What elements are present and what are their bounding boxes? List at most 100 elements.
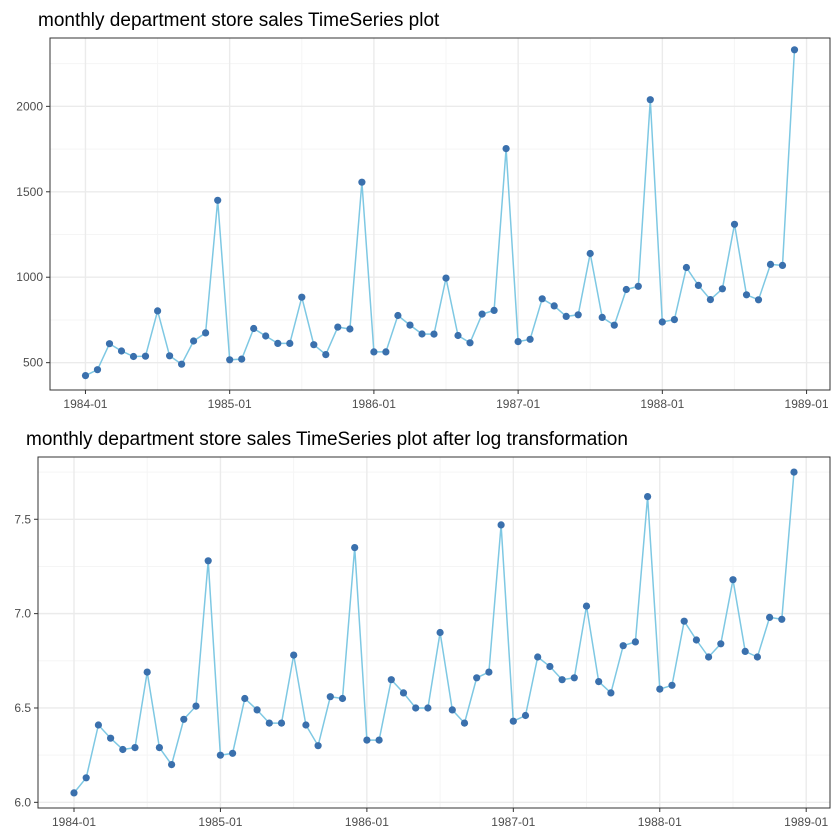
- data-point-1985-02: [238, 355, 246, 363]
- data-point-1987-03: [538, 295, 546, 303]
- data-point-1987-08: [598, 313, 606, 321]
- data-point-1985-08: [302, 721, 310, 729]
- data-point-1985-01: [216, 751, 224, 759]
- data-point-1987-04: [550, 302, 558, 310]
- data-point-1988-02: [668, 681, 676, 689]
- data-point-1986-03: [387, 676, 395, 684]
- data-point-1986-12: [502, 145, 510, 153]
- data-point-1986-09: [460, 719, 469, 727]
- data-point-1986-07: [436, 628, 444, 637]
- chart-panel-1: monthly department store sales TimeSerie…: [16, 10, 831, 411]
- data-point-1987-04: [546, 662, 554, 671]
- data-point-1985-04: [253, 706, 261, 714]
- x-tick-label: 1984-01: [63, 397, 107, 411]
- data-point-1987-10: [619, 642, 627, 650]
- data-point-1988-10: [766, 613, 774, 622]
- data-point-1985-07: [290, 651, 298, 659]
- data-point-1984-12: [204, 557, 212, 565]
- data-point-1985-11: [346, 325, 354, 333]
- data-point-1988-11: [778, 615, 786, 623]
- data-point-1984-11: [202, 329, 210, 337]
- plot-border: [37, 456, 831, 809]
- plot-border: [49, 37, 831, 391]
- data-point-1988-12: [790, 46, 799, 54]
- data-point-1987-07: [582, 602, 591, 610]
- data-point-1988-07: [729, 576, 737, 584]
- data-point-1986-10: [473, 674, 481, 682]
- data-point-1987-07: [586, 249, 594, 258]
- data-point-1988-08: [742, 291, 751, 299]
- data-point-1986-04: [406, 321, 414, 329]
- data-point-1986-05: [418, 330, 426, 338]
- x-tick-label: 1986-01: [345, 815, 389, 829]
- data-point-1988-08: [741, 647, 749, 656]
- data-point-1984-07: [154, 307, 162, 315]
- data-point-1986-01: [363, 736, 371, 744]
- data-point-1985-10: [326, 693, 334, 701]
- x-tick-label: 1989-01: [785, 397, 829, 411]
- data-point-1985-07: [298, 293, 306, 301]
- data-point-1984-05: [119, 745, 127, 754]
- data-point-1984-08: [155, 744, 163, 752]
- data-point-1985-01: [226, 356, 234, 364]
- data-point-1984-07: [143, 668, 151, 676]
- data-point-1985-09: [314, 742, 322, 750]
- y-tick-label: 6.0: [14, 795, 31, 809]
- data-point-1986-11: [485, 668, 493, 676]
- data-point-1987-02: [526, 335, 534, 343]
- plot-background: [38, 457, 830, 808]
- x-tick-label: 1984-01: [52, 815, 96, 829]
- data-point-1985-03: [250, 324, 258, 333]
- data-point-1987-09: [607, 689, 615, 697]
- data-point-1984-01: [70, 789, 78, 797]
- x-tick-label: 1987-01: [491, 815, 535, 829]
- data-point-1988-04: [692, 636, 701, 644]
- data-point-1988-09: [753, 653, 762, 661]
- data-point-1988-02: [670, 316, 679, 324]
- data-point-1986-10: [478, 310, 486, 318]
- data-point-1984-05: [129, 352, 138, 361]
- data-point-1986-06: [424, 704, 432, 712]
- data-point-1984-04: [117, 347, 126, 355]
- data-point-1986-02: [382, 348, 390, 356]
- x-tick-label: 1985-01: [208, 397, 252, 411]
- data-point-1985-05: [265, 719, 273, 727]
- data-point-1985-06: [286, 339, 294, 347]
- data-point-1987-01: [514, 338, 522, 346]
- y-tick-label: 500: [23, 356, 43, 370]
- data-point-1985-02: [229, 749, 237, 757]
- data-point-1984-03: [94, 721, 102, 729]
- data-point-1988-10: [766, 260, 775, 268]
- data-point-1988-04: [694, 281, 703, 289]
- data-point-1985-08: [310, 341, 318, 349]
- data-point-1985-09: [322, 351, 330, 359]
- x-tick-label: 1989-01: [784, 815, 828, 829]
- data-point-1985-04: [262, 332, 270, 340]
- data-point-1986-12: [497, 521, 505, 529]
- x-tick-label: 1985-01: [198, 815, 242, 829]
- data-point-1985-06: [277, 719, 286, 727]
- x-tick-label: 1988-01: [638, 815, 682, 829]
- data-point-1986-03: [394, 311, 402, 320]
- data-point-1988-09: [754, 296, 763, 304]
- y-tick-label: 1500: [16, 185, 43, 199]
- data-point-1986-01: [370, 348, 378, 356]
- x-tick-label: 1986-01: [352, 397, 396, 411]
- y-tick-label: 7.0: [14, 607, 31, 621]
- data-point-1988-03: [680, 617, 688, 625]
- data-point-1984-09: [168, 761, 176, 769]
- data-point-1987-06: [570, 674, 578, 682]
- chart-title: monthly department store sales TimeSerie…: [38, 10, 440, 31]
- data-point-1984-02: [93, 366, 102, 374]
- data-point-1987-05: [562, 312, 570, 320]
- data-point-1984-12: [214, 196, 222, 204]
- data-point-1987-08: [595, 678, 603, 686]
- data-point-1987-02: [521, 711, 530, 720]
- data-point-1984-08: [166, 352, 174, 360]
- data-point-1984-02: [82, 774, 90, 782]
- data-point-1988-07: [730, 220, 739, 228]
- y-tick-label: 1000: [16, 270, 43, 284]
- data-point-1987-06: [574, 311, 582, 319]
- data-point-1984-09: [178, 360, 186, 368]
- plot-background: [50, 38, 830, 390]
